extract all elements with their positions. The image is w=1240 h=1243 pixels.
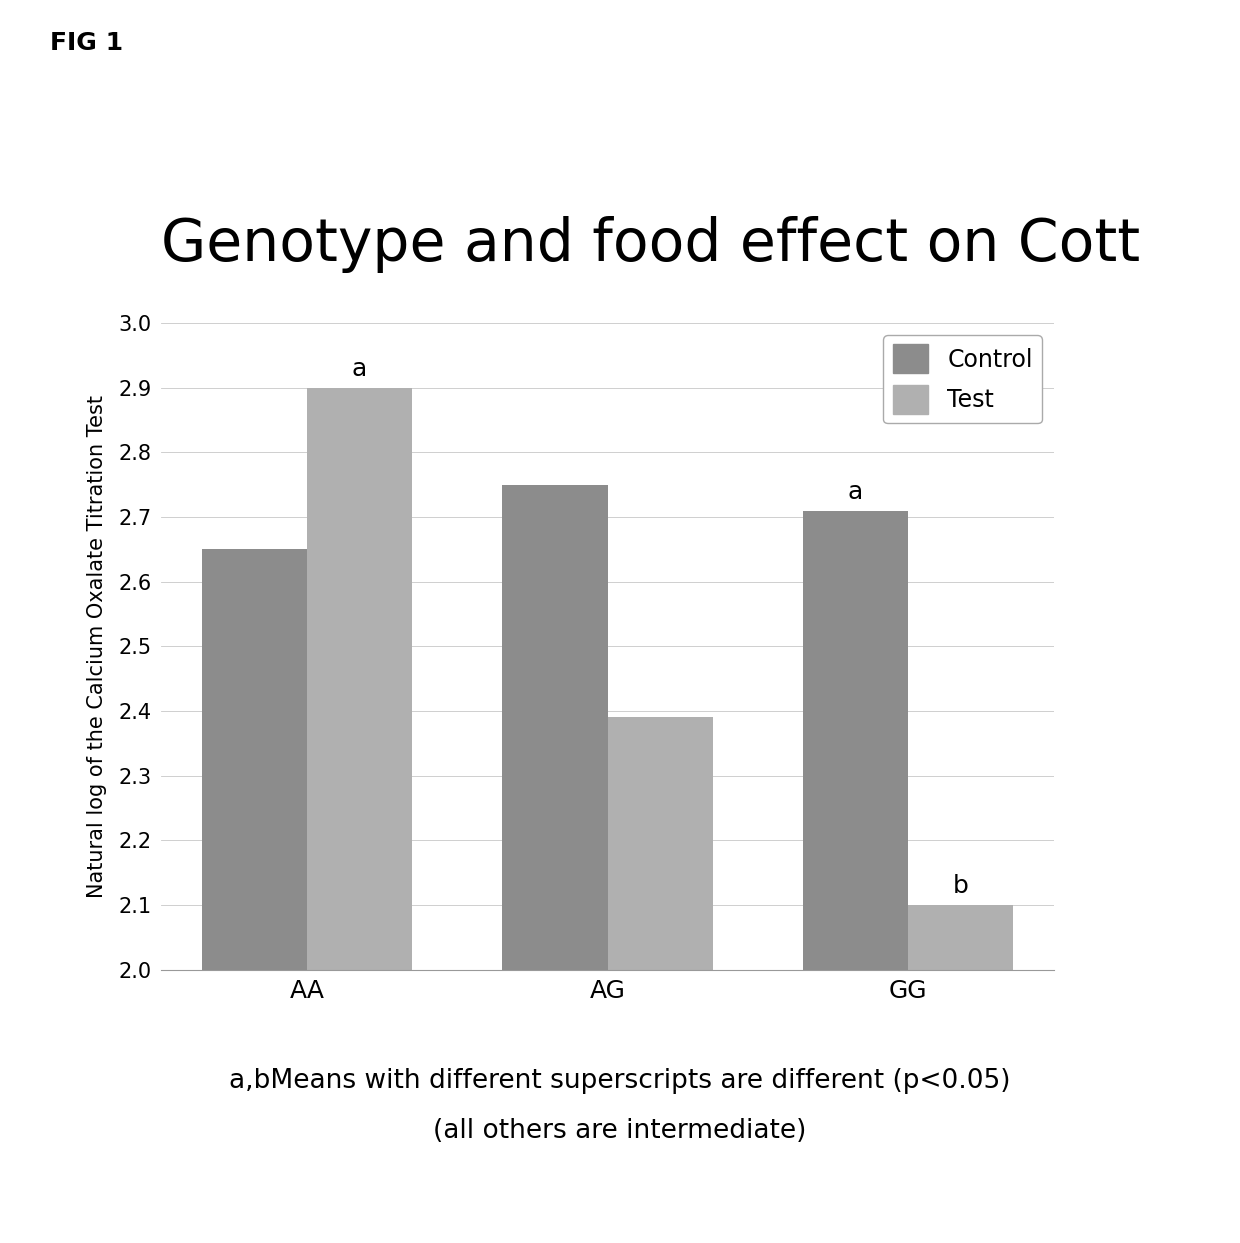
Bar [202, 549, 308, 970]
Y-axis label: Natural log of the Calcium Oxalate Titration Test: Natural log of the Calcium Oxalate Titra… [87, 395, 107, 897]
Text: Genotype and food effect on Cott: Genotype and food effect on Cott [161, 216, 1141, 273]
Text: (all others are intermediate): (all others are intermediate) [433, 1119, 807, 1144]
Bar [608, 717, 713, 970]
Bar [908, 905, 1013, 970]
Text: b: b [952, 874, 968, 899]
Text: a: a [848, 480, 863, 505]
Legend: Control, Test: Control, Test [883, 334, 1042, 424]
Bar [804, 511, 908, 970]
Bar [308, 388, 412, 970]
Text: a: a [352, 357, 367, 382]
Text: FIG 1: FIG 1 [50, 31, 123, 55]
Bar [502, 485, 608, 970]
Text: a,bMeans with different superscripts are different (p<0.05): a,bMeans with different superscripts are… [229, 1069, 1011, 1094]
